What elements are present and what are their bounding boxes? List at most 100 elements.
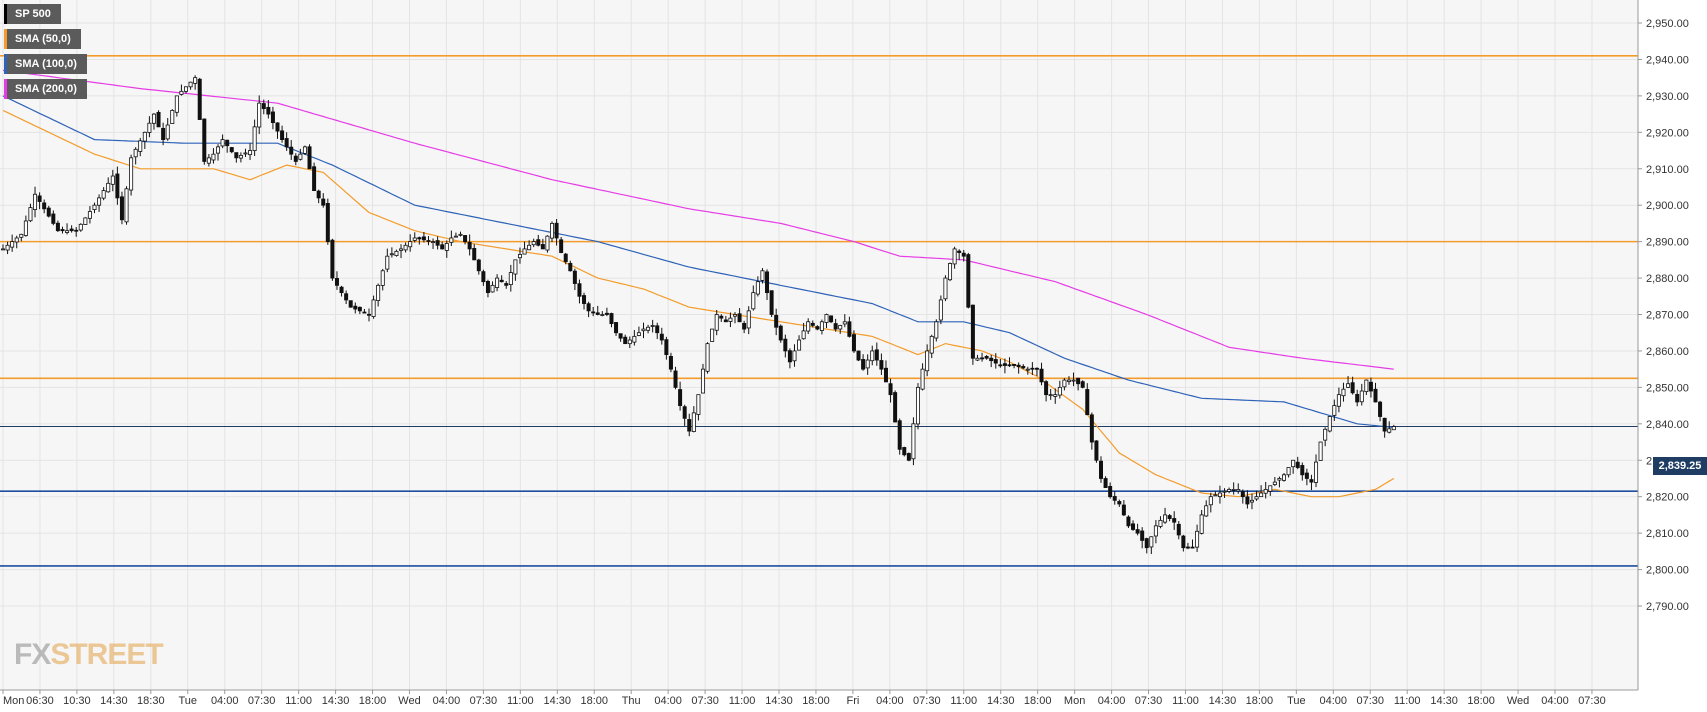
current-price-label: 2,839.25 <box>1653 457 1707 475</box>
x-tick-label: 07:30 <box>1578 695 1606 707</box>
candle-body <box>970 304 975 359</box>
candle-body <box>879 360 884 370</box>
candle-body <box>165 124 170 140</box>
candle-body <box>1163 514 1168 523</box>
candle-body <box>801 330 806 340</box>
candle-body <box>948 263 953 281</box>
candle-body <box>380 270 385 286</box>
candle-body <box>513 259 518 275</box>
candle-body <box>632 335 637 343</box>
candle-body <box>1071 379 1076 382</box>
candle-body <box>302 146 307 154</box>
candle-body <box>458 233 463 236</box>
candle-body <box>522 248 527 255</box>
candle-body <box>1021 366 1026 369</box>
candle-body <box>156 111 161 128</box>
candle-body <box>1364 379 1369 393</box>
candle-body <box>1227 488 1232 492</box>
candle-body <box>623 336 628 345</box>
candle-body <box>1066 379 1071 382</box>
candle-body <box>444 243 449 251</box>
x-tick-label: 18:00 <box>802 695 830 707</box>
candle-body <box>243 152 248 155</box>
x-tick-label: 07:30 <box>470 695 498 707</box>
candle-body <box>435 240 440 246</box>
x-tick-label: 04:00 <box>1320 695 1348 707</box>
y-tick-label: 2,950.00 <box>1646 18 1689 30</box>
candle-body <box>408 241 413 248</box>
candle-body <box>664 339 669 355</box>
candle-body <box>1217 492 1222 498</box>
x-axis: Mon 06:30 10:30 14:30 18:30 Tue 04:00 07:30 11:0… <box>0 689 1638 707</box>
candle-body <box>270 111 275 123</box>
x-tick-label: 14:30 <box>765 695 793 707</box>
candle-body <box>188 81 193 88</box>
candle-body <box>1236 488 1241 492</box>
candle-body <box>851 334 856 352</box>
y-tick-label: 2,940.00 <box>1646 54 1689 66</box>
candle-body <box>984 355 989 359</box>
candle-body <box>183 86 188 92</box>
candle-body <box>1359 390 1364 403</box>
candle-body <box>531 241 536 246</box>
x-tick-label: Mon <box>3 695 24 707</box>
candle-body <box>742 323 747 330</box>
candle-body <box>133 148 138 158</box>
candle-body <box>453 235 458 238</box>
candle-body <box>1277 478 1282 481</box>
candle-body <box>1245 496 1250 505</box>
candle-body <box>266 106 271 115</box>
candle-body <box>975 357 980 361</box>
y-axis: 2,790.002,800.002,810.002,820.002,830.00… <box>1637 0 1689 690</box>
candle-body <box>284 138 289 148</box>
candle-body <box>417 237 422 240</box>
candle-body <box>463 235 468 243</box>
candle-body <box>74 229 79 232</box>
candle-body <box>508 272 513 286</box>
x-tick-label: Wed <box>1507 695 1529 707</box>
legend-item: SP 500 <box>4 4 61 24</box>
candle-body <box>1222 490 1227 493</box>
candle-body <box>357 306 362 312</box>
legend-label: SMA (200,0) <box>15 83 77 95</box>
candle-body <box>55 222 60 232</box>
legend-item: SMA (50,0) <box>4 29 81 49</box>
candle-body <box>499 279 504 283</box>
x-tick-label: 14:30 <box>987 695 1015 707</box>
candle-body <box>1057 386 1062 396</box>
candle-body <box>490 284 495 293</box>
candle-body <box>1195 530 1200 548</box>
candle-body <box>325 203 330 243</box>
candle-body <box>655 325 660 334</box>
x-tick-label: 14:30 <box>544 695 572 707</box>
candle-body <box>1112 496 1117 501</box>
candle-body <box>60 229 65 232</box>
candle-body <box>938 299 943 321</box>
x-tick-label: 18:00 <box>1024 695 1052 707</box>
candle-body <box>362 311 367 314</box>
candle-body <box>696 394 701 415</box>
candle-body <box>1263 488 1268 494</box>
candle-body <box>723 319 728 323</box>
candle-body <box>1117 501 1122 505</box>
candle-body <box>151 113 156 124</box>
x-tick-label: 11:00 <box>507 695 534 707</box>
x-tick-label: 11:00 <box>1172 695 1199 707</box>
candle-body <box>1172 518 1177 523</box>
candle-body <box>19 233 24 238</box>
candle-body <box>678 389 683 406</box>
candle-body <box>389 253 394 256</box>
candle-body <box>874 349 879 361</box>
candle-body <box>476 259 481 272</box>
candle-body <box>783 338 788 352</box>
candle-body <box>582 295 587 304</box>
candle-body <box>1327 416 1332 432</box>
candle-body <box>714 314 719 331</box>
candle-body <box>316 190 321 199</box>
candle-body <box>289 146 294 155</box>
candle-body <box>312 166 317 192</box>
x-tick-label: Mon <box>1064 695 1085 707</box>
candle-body <box>614 322 619 334</box>
candle-body <box>394 250 399 256</box>
candle-body <box>993 359 998 364</box>
